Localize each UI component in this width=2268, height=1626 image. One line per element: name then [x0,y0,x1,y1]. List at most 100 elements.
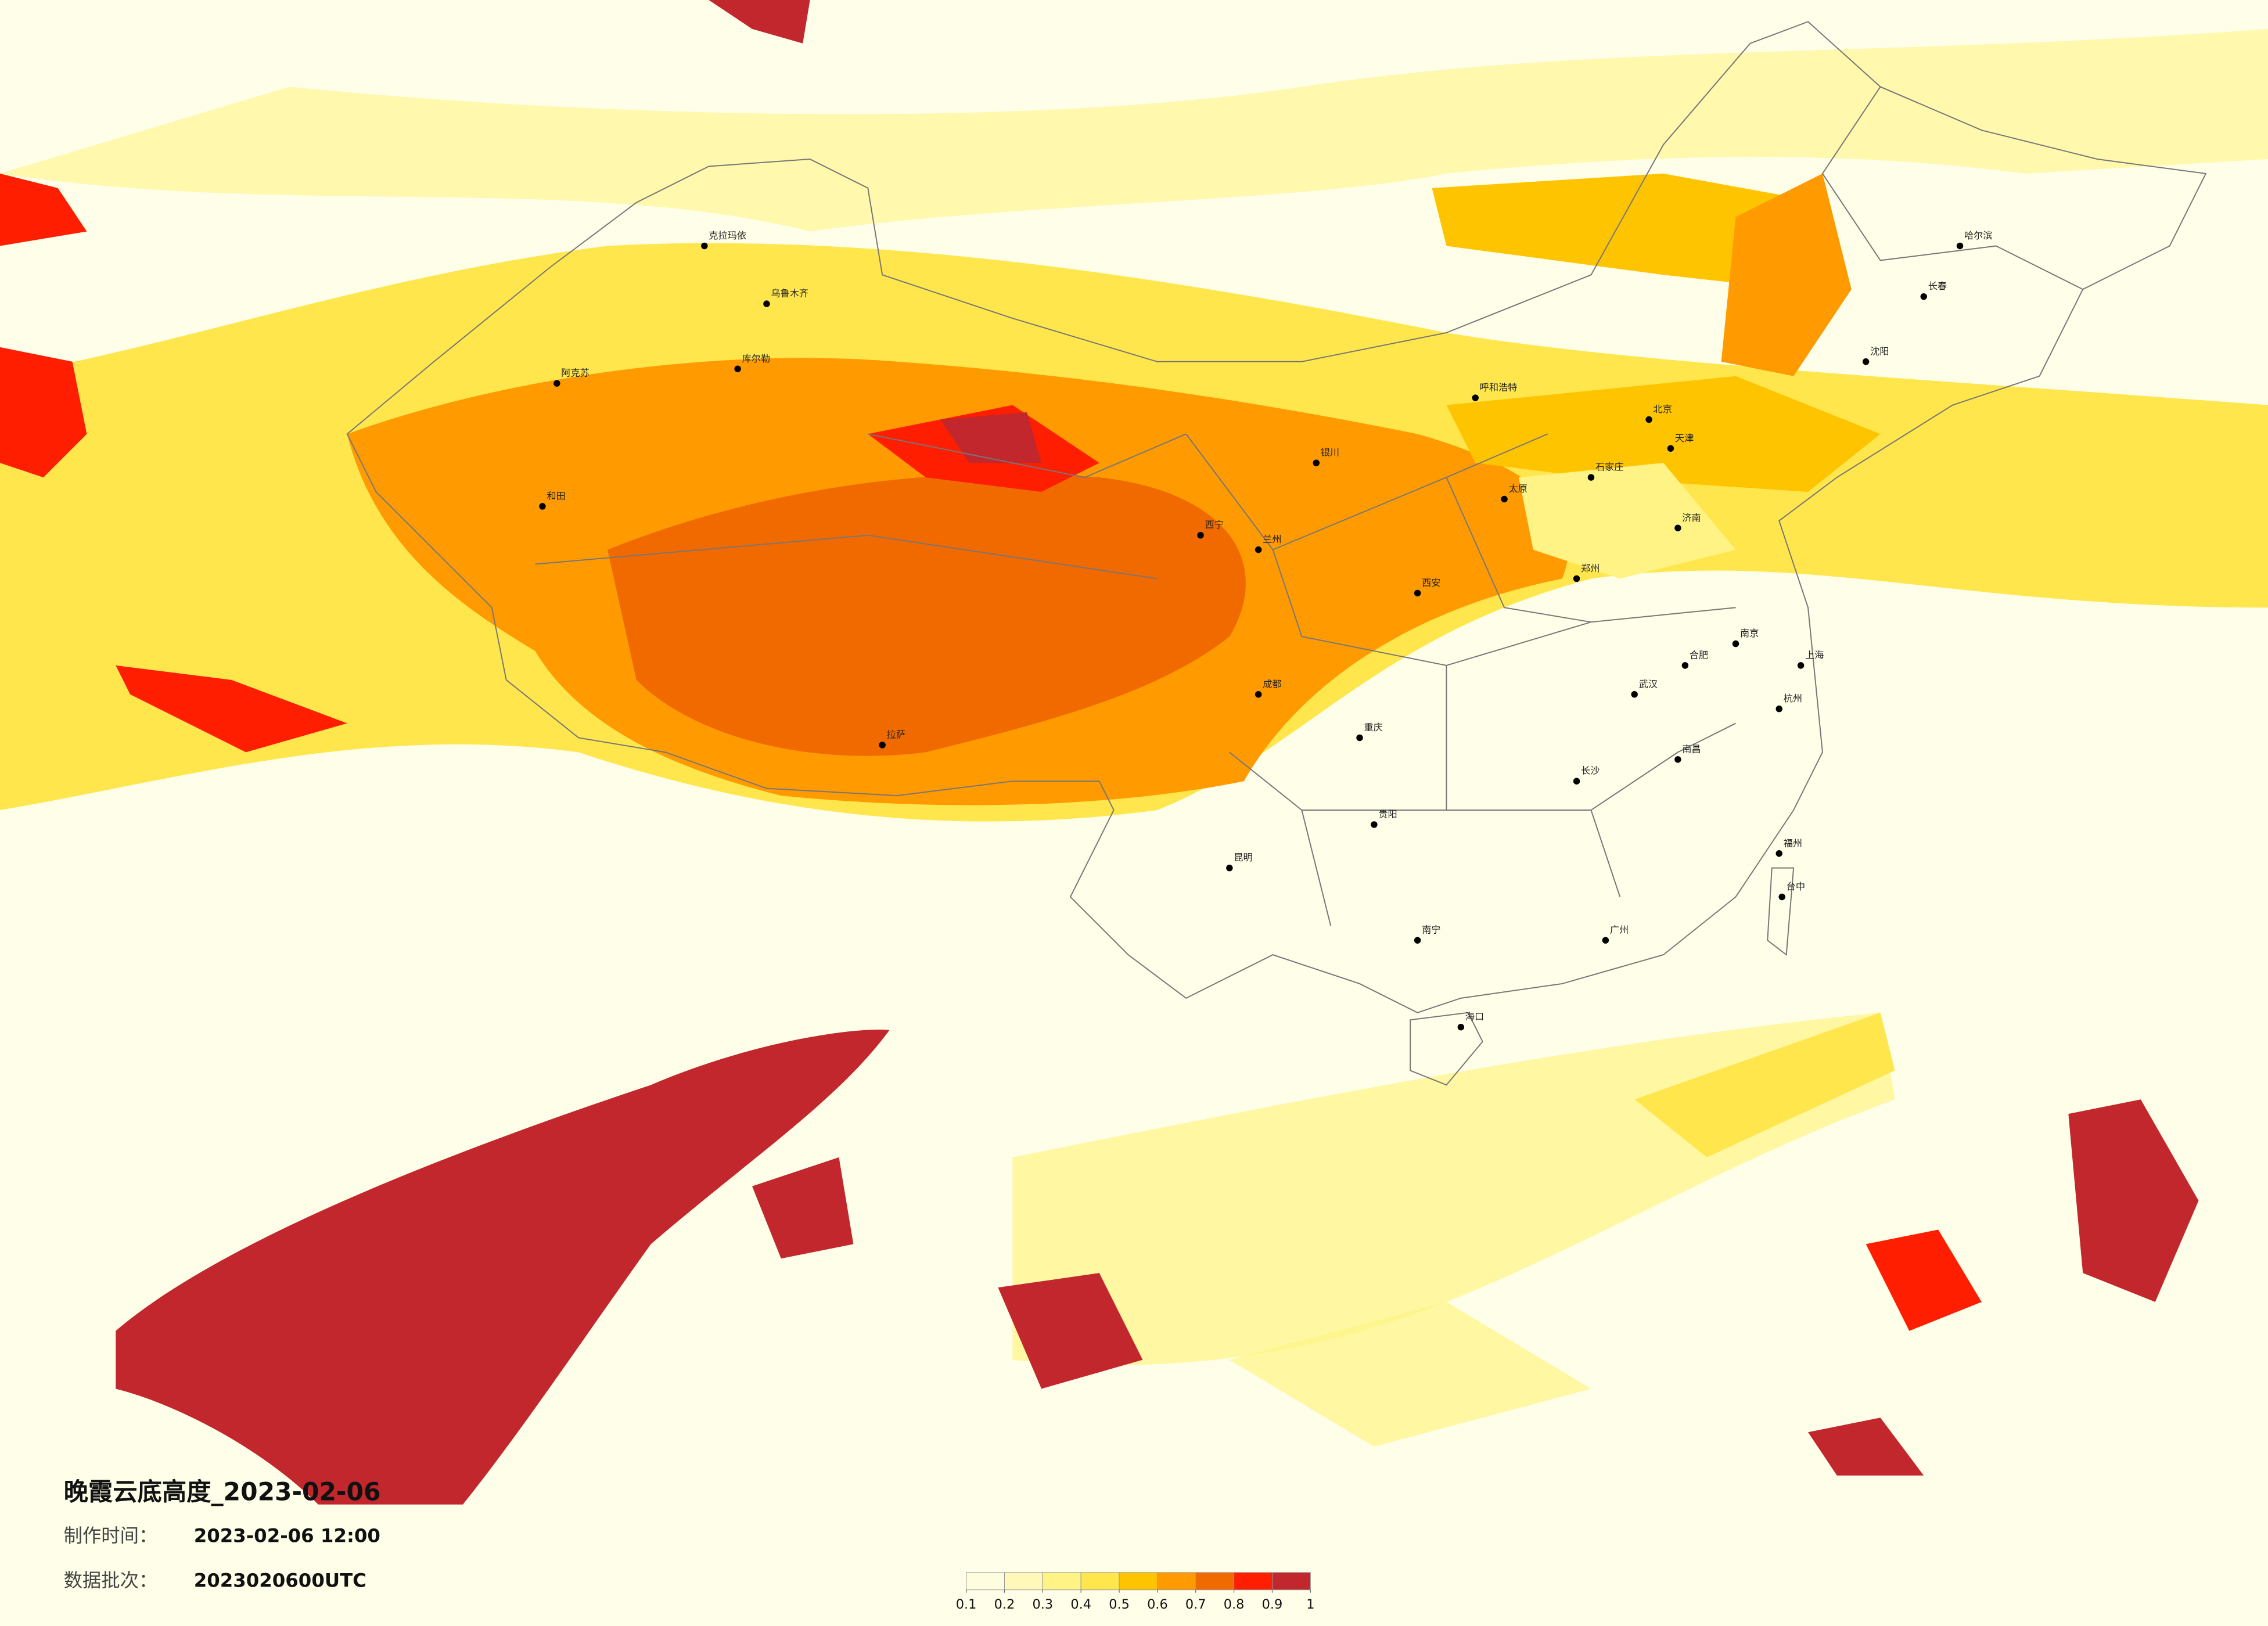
city-label: 武汉 [1639,678,1658,689]
batch-label: 数据批次： [64,1570,158,1592]
legend-tick-label: 0.1 [956,1597,977,1612]
city-dot [1775,705,1782,713]
city-label: 呼和浩特 [1480,382,1518,393]
city-label: 济南 [1682,512,1701,523]
legend-swatch [966,1572,1005,1591]
legend-tick-label: 0.4 [1070,1597,1091,1612]
city-dot [763,300,770,307]
city-label: 成都 [1263,678,1281,689]
legend-swatch [1080,1572,1120,1591]
made-time: 2023-02-06 12:00 [194,1525,380,1547]
legend-tick-label: 1 [1306,1597,1314,1612]
city-dot [734,365,741,372]
city-dot [1573,778,1580,785]
city-label: 昆明 [1234,852,1252,863]
city-dot [1356,734,1363,742]
city-dot [879,742,886,749]
city-label: 阿克苏 [561,368,590,379]
city-dot [1631,691,1638,698]
city-label: 广州 [1610,924,1629,936]
city-label: 和田 [547,490,565,501]
city-dot [1956,242,1964,250]
city-label: 重庆 [1364,722,1382,733]
city-label: 郑州 [1581,563,1600,574]
city-label: 南宁 [1422,924,1440,936]
map-title: 晚霞云底高度_2023-02-06 [64,1477,381,1506]
city-dot [1573,575,1580,582]
batch: 2023020600UTC [194,1570,366,1592]
city-dot [1501,495,1508,503]
city-label: 南昌 [1682,743,1701,754]
city-label: 贵阳 [1378,808,1397,819]
city-label: 银川 [1321,447,1339,458]
city-label: 西宁 [1205,519,1224,530]
city-label: 合肥 [1690,649,1708,660]
legend-swatch [1195,1572,1235,1591]
city-dot [1226,864,1233,872]
city-dot [1674,756,1681,763]
city-label: 太原 [1509,483,1527,494]
city-dot [1775,850,1782,857]
city-dot [1602,937,1609,944]
city-label: 乌鲁木齐 [771,288,808,299]
city-label: 南京 [1740,628,1759,639]
city-dot [539,503,546,510]
legend-tick-label: 0.5 [1109,1597,1130,1612]
legend-swatch [1004,1572,1043,1591]
city-label: 沈阳 [1870,346,1889,357]
city-label: 杭州 [1784,693,1802,704]
legend-tick-label: 0.6 [1147,1597,1168,1612]
city-dot [1414,589,1421,597]
city-label: 石家庄 [1595,462,1624,473]
cloud-field [0,0,2268,1505]
legend-swatch [1234,1572,1273,1591]
city-label: 拉萨 [887,729,905,740]
city-label: 天津 [1675,433,1694,444]
city-label: 西安 [1422,577,1440,588]
city-dot [1778,893,1785,901]
city-label: 克拉玛依 [709,230,746,241]
city-dot [701,242,708,250]
legend-swatch [1157,1572,1196,1591]
city-dot [1371,821,1378,828]
city-dot [1414,937,1421,944]
city-dot [553,380,560,387]
legend-tick-label: 0.7 [1185,1597,1206,1612]
city-dot [1674,524,1681,531]
made-time-label: 制作时间： [64,1525,158,1547]
city-label: 台中 [1787,881,1805,892]
city-dot [1797,662,1805,669]
city-label: 海口 [1465,1011,1484,1022]
city-dot [1862,358,1870,365]
city-label: 长沙 [1581,765,1600,776]
legend-tick-label: 0.8 [1224,1597,1245,1612]
city-dot [1645,416,1652,423]
city-label: 北京 [1654,404,1672,415]
legend-tick-label: 0.2 [994,1597,1015,1612]
city-label: 长春 [1928,280,1947,292]
city-dot [1587,474,1595,481]
city-label: 上海 [1805,649,1824,660]
legend-swatch [1271,1572,1311,1591]
city-dot [1197,531,1204,539]
city-label: 兰州 [1263,534,1281,545]
city-dot [1313,459,1320,466]
city-label: 福州 [1784,837,1802,848]
legend-swatch [1119,1572,1158,1591]
legend-tick-label: 0.9 [1262,1597,1283,1612]
country-borders [346,21,2207,1086]
city-dot [1681,662,1689,669]
city-dot [1255,691,1262,698]
legend-swatch [1042,1572,1081,1591]
city-dot [1667,445,1674,452]
city-label: 库尔勒 [742,353,771,364]
legend-tick-label: 0.3 [1033,1597,1054,1612]
city-dot [1255,546,1262,553]
city-dot [1457,1023,1465,1031]
color-legend: 0.1 0.2 0.3 0.4 0.5 0.6 0.7 0.8 0.9 1 [956,1572,1314,1612]
city-label: 哈尔滨 [1964,230,1993,241]
city-dot [1732,640,1739,647]
